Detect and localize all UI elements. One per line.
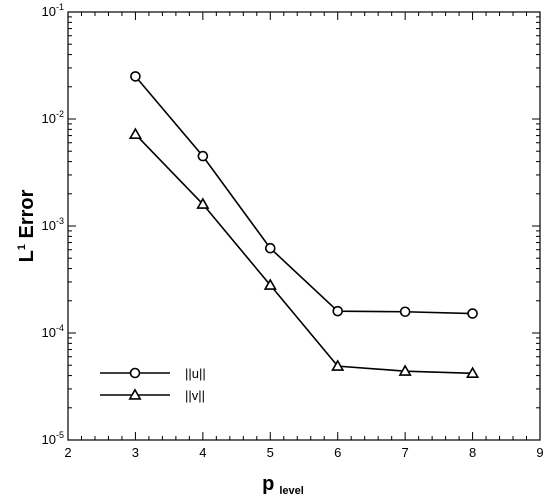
x-tick-label: 4: [199, 445, 206, 460]
y-tick-label: 10-4: [42, 323, 64, 340]
y-tick-label: 10-1: [42, 2, 64, 19]
data-point: [467, 308, 478, 319]
data-point: [332, 305, 344, 317]
data-point: [399, 306, 411, 318]
x-tick-label: 3: [132, 445, 139, 460]
x-tick-label: 6: [334, 445, 341, 460]
y-axis-title: L1 Error: [16, 189, 38, 262]
series-line: [134, 133, 473, 375]
x-tick-label: 8: [469, 445, 476, 460]
series-line: [134, 75, 473, 315]
x-tick-label: 9: [536, 445, 543, 460]
x-tick-label: 5: [267, 445, 274, 460]
data-point: [128, 127, 143, 139]
y-tick-label: 10-3: [42, 216, 64, 233]
data-point: [398, 364, 412, 376]
data-point: [331, 359, 345, 371]
legend-label: ||u||: [185, 366, 206, 381]
legend-marker: [128, 388, 142, 400]
axis-ticks: 2 3 4 5 6 7 8 9 10-5 10-4 10-3 10-2 10-1: [42, 2, 544, 460]
data-point: [130, 71, 141, 82]
data-point: [196, 197, 210, 209]
x-axis-title: p level: [262, 473, 304, 497]
data-point: [263, 278, 277, 290]
y-tick-label: 10-2: [42, 109, 64, 126]
data-point: [264, 242, 276, 254]
legend-label: ||v||: [185, 388, 205, 403]
x-tick-label: 2: [64, 445, 71, 460]
x-tick-label: 7: [402, 445, 409, 460]
data-point: [465, 366, 480, 379]
legend-marker: [129, 367, 141, 379]
legend: ||u|| ||v||: [100, 366, 206, 403]
y-tick-label: 10-5: [42, 430, 64, 447]
series-layer: [128, 71, 480, 379]
data-point: [197, 150, 209, 162]
